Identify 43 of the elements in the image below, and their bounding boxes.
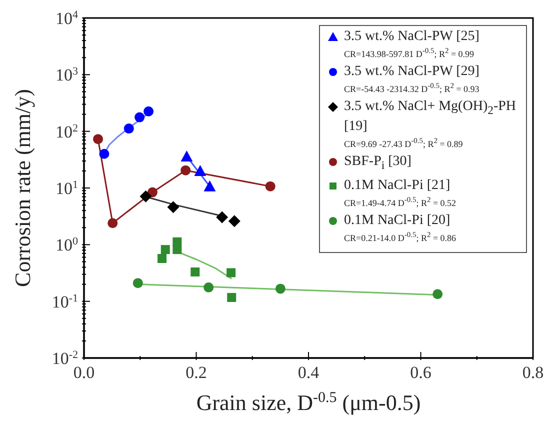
point: [172, 245, 182, 254]
point: [160, 245, 170, 254]
x-tick-label: 0.2: [186, 363, 207, 382]
legend-label: 0.1M NaCl-Pi [20] CR=0.21-14.0 D$^{-0.5}$; R$^{2}$ = 0.86: [344, 212, 456, 243]
point: [204, 180, 216, 192]
point: [93, 134, 104, 144]
text: 3.5 wt.% NaCl+ Mg(OH)$_{2}$-PH [19] CR=9.69 -27.43 D$^{-0.5}$; R$^{2}$ = 0.89: [344, 99, 516, 149]
point: [204, 282, 214, 292]
point: [124, 124, 134, 134]
point: [158, 254, 167, 263]
x-tick-label: 0.6: [410, 363, 432, 382]
point: [275, 284, 286, 294]
legend-label: 3.5 wt.% NaCl-PW [29] CR=-54.43 -2314.32 D$^{-0.5}$; R$^{2}$ = 0.93: [344, 64, 480, 94]
legend-label: 3.5 wt.% NaCl-PW [25] CR=143.98-597.81 D$^{-0.5}$; R$^{2}$ = 0.99: [344, 29, 480, 59]
point: [144, 106, 154, 116]
legend-label: SBF-P$_{i}$ [30]: [344, 154, 412, 174]
y-tick-label: 10$^{-1}$: [52, 292, 78, 312]
x-axis-title: Grain size, D$^{-0.5}$ (μm-0.5): [196, 390, 421, 415]
point: [226, 268, 236, 278]
point: [132, 278, 143, 288]
point: [228, 215, 240, 228]
y-tick-label: 10$^{4}$: [56, 9, 78, 28]
legend-label: 0.1M NaCl-Pi [21] CR=1.49-4.74 D$^{-0.5}$; R$^{2}$ = 0.52: [344, 178, 456, 208]
y-tick-label: 10$^{2}$: [56, 122, 78, 142]
x-tick-label: 0.4: [298, 363, 320, 382]
point: [180, 150, 193, 162]
y-tick-label: 10$^{1}$: [56, 179, 78, 198]
point: [108, 218, 118, 228]
point: [432, 289, 443, 300]
point: [227, 292, 236, 302]
point: [194, 164, 206, 176]
point: [167, 201, 180, 214]
point: [190, 267, 200, 276]
point: [134, 112, 145, 122]
point: [99, 148, 110, 159]
point: [265, 181, 276, 192]
y-axis-title: Corrosion rate (mm/y): [10, 89, 35, 287]
point: [140, 190, 152, 202]
point: [180, 165, 191, 176]
y-tick-label: 10$^{3}$: [56, 66, 78, 85]
point: [216, 211, 228, 224]
y-tick-label: 10$^{0}$: [56, 236, 78, 255]
x-tick-label: 0.8: [522, 363, 544, 382]
